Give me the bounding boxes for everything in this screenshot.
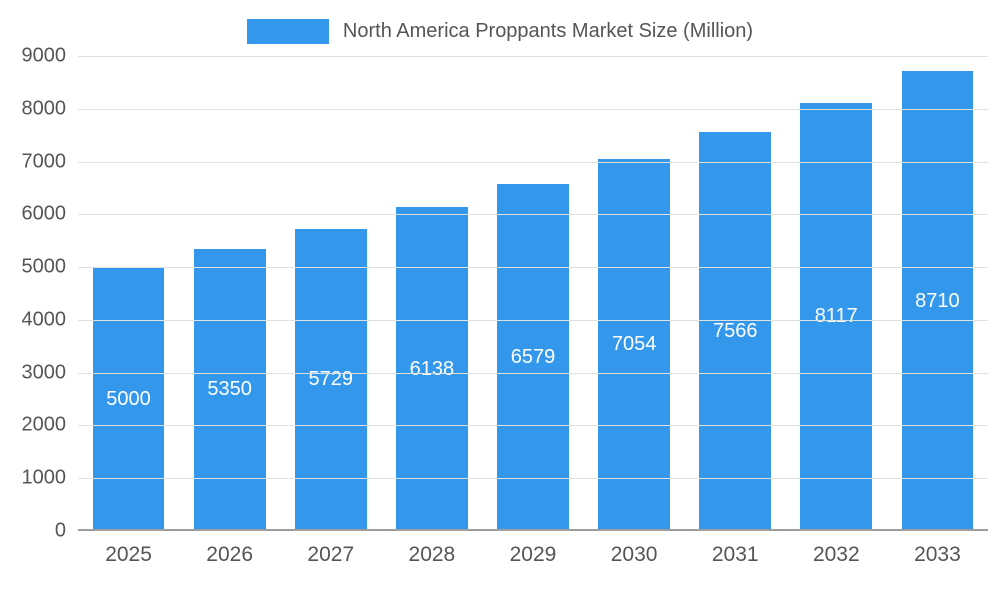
bar-slot: 6138 bbox=[381, 56, 482, 531]
bar-2029[interactable]: 6579 bbox=[497, 183, 569, 531]
bar-slot: 5729 bbox=[280, 56, 381, 531]
bar-value-label: 6579 bbox=[510, 345, 556, 368]
y-tick-label: 2000 bbox=[21, 413, 67, 436]
x-tick-label-2028: 2028 bbox=[408, 543, 456, 566]
bar-slot: 8117 bbox=[786, 56, 887, 531]
bar-2033[interactable]: 8710 bbox=[901, 71, 974, 531]
x-tick-label-2027: 2027 bbox=[307, 543, 355, 566]
x-tick-label-2031: 2031 bbox=[711, 543, 759, 566]
axis-baseline bbox=[78, 529, 988, 531]
bar-2030[interactable]: 7054 bbox=[598, 158, 670, 531]
bar-slot: 5000 bbox=[78, 56, 179, 531]
bar-slot: 7566 bbox=[685, 56, 786, 531]
y-axis: 0 1000 2000 3000 4000 5000 6000 7000 8000 9000 bbox=[0, 45, 78, 542]
bar-value-label: 5350 bbox=[207, 378, 252, 401]
chart-legend: North America Proppants Market Size (Mil… bbox=[0, 0, 1000, 56]
gridline bbox=[78, 161, 988, 163]
bar-value-label: 6138 bbox=[409, 357, 455, 380]
x-tick-label-2026: 2026 bbox=[206, 543, 254, 566]
y-tick-label: 6000 bbox=[21, 202, 67, 225]
bar-value-label: 7566 bbox=[712, 319, 758, 342]
legend-swatch-icon bbox=[246, 18, 329, 44]
y-tick-label: 8000 bbox=[21, 97, 67, 120]
gridline bbox=[78, 425, 988, 427]
x-tick-label-2025: 2025 bbox=[105, 543, 152, 566]
bar-value-label: 5000 bbox=[106, 387, 151, 410]
bar-2026[interactable]: 5350 bbox=[193, 248, 266, 531]
gridline bbox=[78, 267, 988, 269]
y-tick-label: 3000 bbox=[21, 361, 67, 384]
y-tick-label: 5000 bbox=[21, 255, 67, 278]
y-tick-label: 4000 bbox=[21, 308, 67, 331]
x-tick-label-2029: 2029 bbox=[509, 543, 557, 566]
bar-slot: 5350 bbox=[179, 56, 280, 531]
y-tick-label: 7000 bbox=[21, 150, 67, 173]
bar-value-label: 5729 bbox=[308, 368, 354, 391]
gridline bbox=[78, 214, 988, 216]
bar-value-label: 7054 bbox=[611, 333, 657, 356]
bar-2028[interactable]: 6138 bbox=[395, 207, 468, 531]
y-tick-label: 9000 bbox=[21, 44, 67, 67]
x-axis: 2025 2026 2027 2028 2029 2030 2031 2032 2033 bbox=[78, 531, 988, 567]
x-tick-label-2030: 2030 bbox=[610, 543, 658, 566]
gridline bbox=[78, 478, 988, 480]
x-tick-label-2033: 2033 bbox=[914, 543, 961, 566]
bar-2025[interactable]: 5000 bbox=[92, 267, 165, 531]
bar-slot: 7054 bbox=[584, 56, 685, 531]
gridline bbox=[78, 108, 988, 110]
bar-slot: 6579 bbox=[482, 56, 583, 531]
bar-value-label: 8710 bbox=[915, 289, 960, 312]
bar-value-label: 8117 bbox=[814, 305, 858, 328]
x-tick-label-2032: 2032 bbox=[812, 543, 860, 566]
bar-series: 5000 5350 5729 6138 6579 7054 7566 8117 8710 bbox=[78, 56, 988, 531]
gridline bbox=[78, 56, 988, 57]
gridline bbox=[78, 372, 988, 374]
chart-title: North America Proppants Market Size (Mil… bbox=[342, 19, 754, 42]
plot-area: 5000 5350 5729 6138 6579 7054 7566 8117 8710 bbox=[78, 56, 988, 531]
chart-body: 0 1000 2000 3000 4000 5000 6000 7000 8000 9000 50… bbox=[0, 45, 1000, 542]
bar-2031[interactable]: 7566 bbox=[699, 131, 772, 531]
bar-slot: 8710 bbox=[887, 56, 988, 531]
bar-2032[interactable]: 8117 bbox=[800, 102, 873, 531]
bar-2027[interactable]: 5729 bbox=[294, 228, 367, 531]
y-tick-label: 1000 bbox=[21, 466, 67, 489]
gridline bbox=[78, 319, 988, 321]
y-tick-label: 0 bbox=[54, 519, 66, 542]
